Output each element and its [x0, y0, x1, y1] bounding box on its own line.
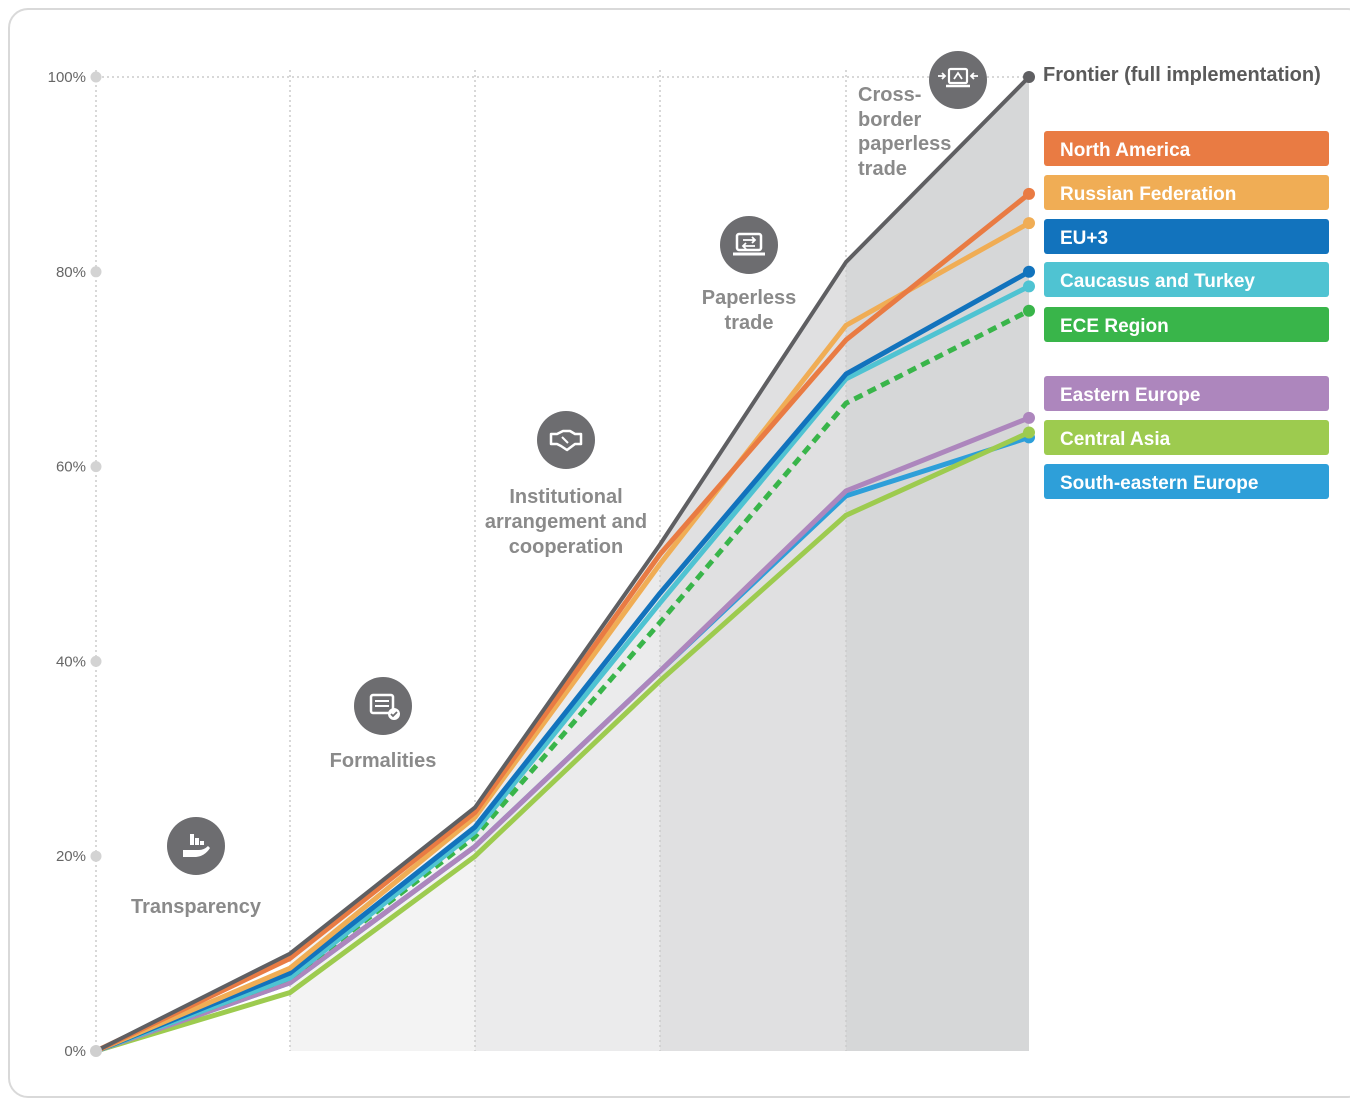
frontier-series: Frontier (full implementation)	[90, 64, 1321, 1057]
series-line-3	[93, 283, 1032, 1054]
origin-dot	[90, 1045, 102, 1057]
y-tick-label: 100%	[48, 69, 86, 86]
cross-border-exchange-icon	[929, 51, 987, 109]
legend-item: Central Asia	[1044, 420, 1329, 455]
handshake-icon	[537, 411, 595, 469]
series-lines	[93, 187, 1035, 1054]
series-line-6	[93, 430, 1032, 1054]
legend-item: South-eastern Europe	[1044, 464, 1329, 499]
legend-label: North America	[1060, 140, 1191, 161]
stage-label: Transparency	[131, 896, 262, 918]
legend-item: North America	[1044, 131, 1329, 166]
y-tick-label: 40%	[56, 653, 86, 670]
series-end-dot	[1023, 426, 1035, 439]
y-tick-dot	[90, 71, 102, 83]
series-end-dot	[1023, 187, 1035, 200]
legend-item: Caucasus and Turkey	[1044, 262, 1329, 297]
legend-item: EU+3	[1044, 219, 1329, 254]
legend-item: ECE Region	[1044, 307, 1329, 342]
stage-label: cooperation	[509, 536, 623, 558]
legend-swatch	[1044, 307, 1329, 342]
legend-swatch	[1044, 131, 1329, 166]
legend-swatch	[1044, 420, 1329, 455]
stage-label: paperless	[858, 133, 951, 155]
legend-label: South-eastern Europe	[1060, 473, 1258, 494]
y-tick-label: 20%	[56, 848, 86, 865]
y-tick-label: 0%	[64, 1043, 86, 1060]
legend-item: Eastern Europe	[1044, 376, 1329, 411]
stage-label: Institutional	[509, 486, 622, 508]
series-end-dot	[1023, 280, 1035, 293]
stage-label: arrangement and	[485, 511, 647, 533]
y-tick-dot	[90, 850, 102, 862]
series-line-5	[93, 415, 1032, 1054]
legend: North America Russian Federation EU+3 Cauca…	[1044, 131, 1329, 499]
legend-label: ECE Region	[1060, 316, 1169, 337]
legend-swatch	[1044, 464, 1329, 499]
series-line-0	[93, 191, 1032, 1054]
legend-swatch	[1044, 262, 1329, 297]
y-axis: 0% 20% 40% 60% 80% 100%	[48, 69, 102, 1060]
stage-1: Transparency	[131, 817, 262, 918]
stage-band	[96, 77, 290, 1051]
stage-4: Paperless trade	[702, 216, 797, 334]
series-end-dot	[1023, 411, 1035, 424]
y-tick-dot	[90, 266, 102, 278]
document-check-icon	[354, 677, 412, 735]
series-end-dot	[1023, 217, 1035, 230]
y-tick-dot	[90, 461, 102, 473]
legend-label: EU+3	[1060, 228, 1108, 249]
stage-3: Institutional arrangement and cooperation	[485, 411, 647, 558]
stage-2: Formalities	[330, 677, 437, 772]
frontier-line	[95, 75, 1031, 1053]
legend-label: Russian Federation	[1060, 184, 1236, 205]
legend-swatch	[1044, 175, 1329, 210]
frontier-label: Frontier (full implementation)	[1043, 64, 1321, 86]
legend-label: Eastern Europe	[1060, 385, 1200, 406]
stage-labels: Transparency Formalities Institutional arra…	[131, 51, 987, 918]
hand-chart-icon	[167, 817, 225, 875]
series-end-dot	[1023, 265, 1035, 278]
y-tick-dot	[90, 655, 102, 667]
laptop-exchange-icon	[720, 216, 778, 274]
legend-swatch	[1044, 219, 1329, 254]
series-line-2	[93, 269, 1032, 1054]
y-tick-label: 80%	[56, 264, 86, 281]
legend-label: Central Asia	[1060, 429, 1171, 450]
legend-item: Russian Federation	[1044, 175, 1329, 210]
stage-label: border	[858, 109, 922, 131]
y-tick-label: 60%	[56, 459, 86, 476]
line-chart: 0% 20% 40% 60% 80% 100% Transparency Formaliti…	[48, 51, 1329, 1060]
series-line-1	[93, 220, 1032, 1054]
legend-label: Caucasus and Turkey	[1060, 271, 1255, 292]
stage-label: Paperless	[702, 287, 797, 309]
frontier-end-dot	[1023, 71, 1035, 83]
stage-label: trade	[858, 158, 907, 180]
stage-label: Cross-	[858, 84, 921, 106]
stage-label: Formalities	[330, 750, 437, 772]
series-end-dot	[1023, 304, 1035, 317]
legend-swatch	[1044, 376, 1329, 411]
stage-label: trade	[725, 312, 774, 334]
